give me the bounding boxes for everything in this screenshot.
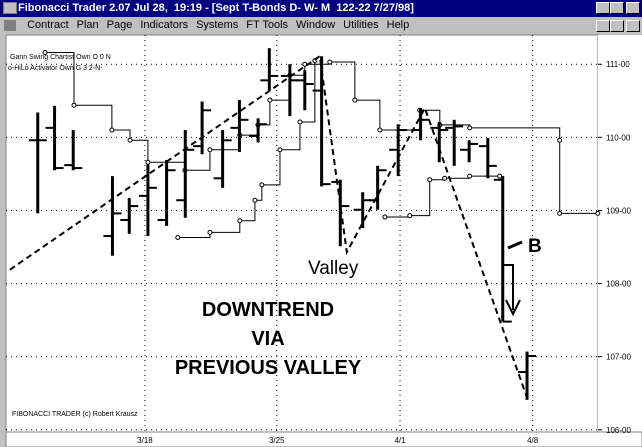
step-marker (71, 102, 77, 108)
app-icon (3, 2, 17, 14)
step-marker (377, 127, 383, 133)
menu-item[interactable]: FT Tools (246, 19, 289, 31)
minimize-button[interactable] (596, 2, 610, 14)
indicator-label: o-HiLo Activator Own G 3 2-N- (8, 65, 103, 72)
pointer-line (507, 240, 523, 250)
step-marker (557, 137, 563, 143)
step-marker (259, 182, 265, 188)
menu-item[interactable]: Indicators (140, 19, 189, 31)
annotation: VIA (251, 328, 284, 350)
menu-item[interactable]: Utilities (343, 19, 379, 31)
step-marker (145, 159, 151, 165)
step-marker (127, 137, 133, 143)
doc-minimize[interactable] (596, 20, 610, 32)
annotation: PREVIOUS VALLEY (175, 357, 362, 379)
step-marker (207, 229, 213, 235)
trend-line (9, 54, 529, 401)
menu-item[interactable]: Page (106, 19, 133, 31)
menu-item[interactable]: Help (386, 19, 410, 31)
title-bar: Fibonacci Trader 2.07 Jul 28, 19:19 - [S… (0, 0, 642, 17)
step-marker (352, 97, 358, 103)
x-tick-label: 4/1 (394, 436, 406, 445)
step-marker (327, 59, 333, 65)
step-marker (109, 127, 115, 133)
y-tick-label: 106-00 (606, 426, 631, 435)
step-marker (237, 218, 243, 224)
step-marker (42, 50, 48, 56)
step-marker (557, 210, 563, 216)
y-tick-label: 108-00 (606, 280, 631, 289)
step-marker (497, 173, 503, 179)
arrow-head (505, 299, 521, 317)
date-axis-area (5, 431, 642, 447)
menu-item[interactable]: Window (296, 19, 336, 31)
step-marker (407, 213, 413, 219)
step-marker (277, 147, 283, 153)
annotation: DOWNTREND (202, 299, 334, 321)
annotation: Valley (308, 258, 359, 279)
chart: Gann Swing Chartist Own O 0 N o-HiLo Act… (0, 34, 642, 447)
price-axis-area (598, 35, 642, 432)
window-title: Fibonacci Trader 2.07 Jul 28, 19:19 - [S… (18, 2, 414, 14)
step-marker (252, 197, 258, 203)
arrow (502, 264, 514, 310)
step-marker (302, 61, 308, 67)
menu-item[interactable]: Systems (196, 19, 239, 31)
doc-icon (4, 19, 16, 31)
step-marker (267, 97, 273, 103)
menu-bar: Contract Plan Page Indicators Systems FT Tool… (0, 17, 642, 35)
doc-close[interactable] (626, 20, 640, 32)
y-tick-label: 111-00 (606, 60, 630, 69)
step-marker (467, 125, 473, 131)
x-tick-label: 3/18 (137, 436, 153, 445)
plot-area (5, 34, 599, 433)
y-tick-label: 107-00 (606, 353, 631, 362)
y-tick-label: 110-00 (606, 133, 631, 142)
step-marker (175, 235, 181, 241)
copyright: FIBONACCI TRADER (c) Robert Krausz (12, 411, 138, 418)
step-marker (382, 214, 388, 220)
x-tick-label: 3/25 (269, 436, 285, 445)
step-marker (442, 175, 448, 181)
step-marker (207, 147, 213, 153)
menu-item[interactable]: Plan (76, 19, 99, 31)
menu-item[interactable]: Contract (27, 19, 69, 31)
doc-restore[interactable] (610, 20, 624, 32)
indicator-label: Gann Swing Chartist Own O 0 N (10, 54, 111, 61)
step-marker (467, 173, 473, 179)
step-marker (595, 210, 601, 216)
maximize-button[interactable] (610, 2, 624, 14)
x-tick-label: 4/8 (527, 436, 539, 445)
step-marker (297, 119, 303, 125)
annotation: B (528, 236, 542, 257)
y-tick-label: 109-00 (606, 206, 631, 215)
step-marker (427, 177, 433, 183)
close-button[interactable] (626, 2, 640, 14)
